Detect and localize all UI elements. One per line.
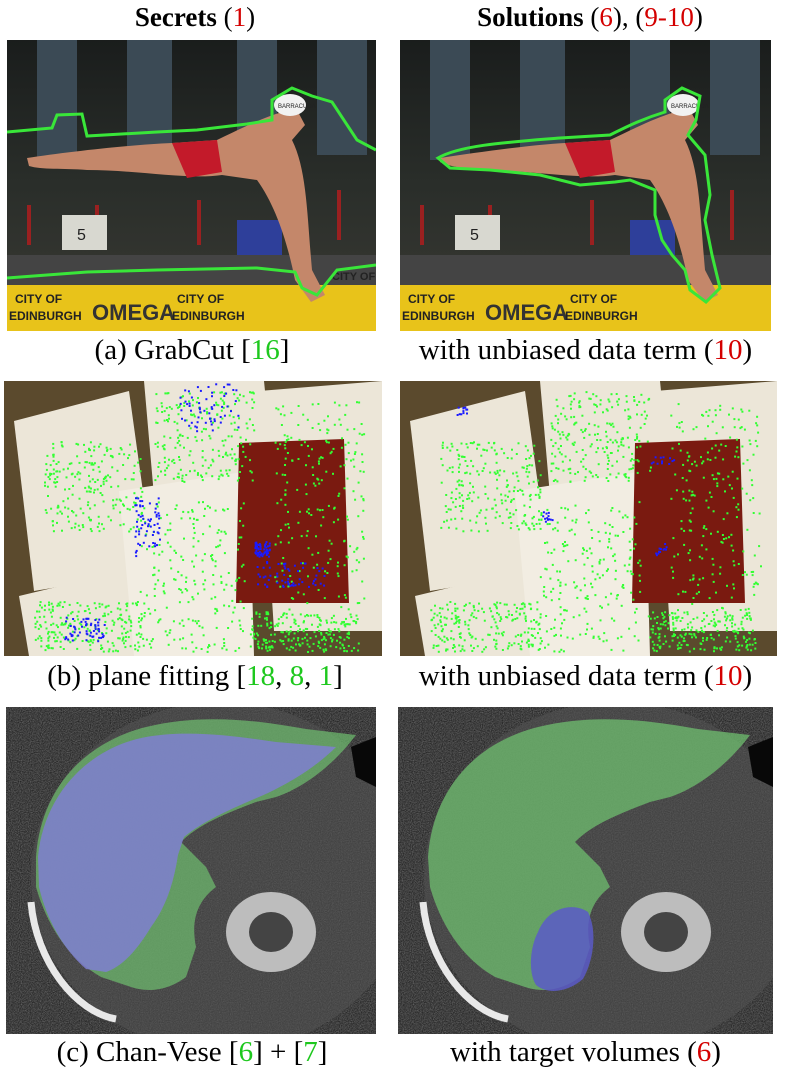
- citation-8[interactable]: 8: [289, 660, 305, 692]
- svg-text:CITY OF: CITY OF: [332, 271, 375, 283]
- citation-16[interactable]: 16: [250, 334, 280, 366]
- header-solutions: Solutions (6), (9-10): [477, 2, 703, 32]
- caption-c-left: (c) Chan-Vese [6] + [7]: [56, 1036, 328, 1068]
- swimmer-grabcut-image: 5 CITY OF EDINBURGH OMEGA CITY OF EDINBU…: [7, 40, 376, 331]
- blue-point-cloud: [456, 406, 676, 557]
- equation-ref-9[interactable]: 9: [644, 2, 658, 32]
- svg-text:EDINBURGH: EDINBURGH: [402, 309, 475, 323]
- green-point-cloud: [34, 391, 366, 653]
- caption-b-left: (b) plane fitting [18, 8, 1]: [47, 660, 343, 692]
- svg-text:BARRACUDA: BARRACUDA: [671, 104, 709, 110]
- caption-a-right: with unbiased data term (10): [418, 334, 753, 366]
- citation-7[interactable]: 7: [303, 1036, 318, 1068]
- equation-ref-6[interactable]: 6: [696, 1036, 712, 1068]
- blue-region: [38, 733, 336, 972]
- svg-text:CITY OF: CITY OF: [15, 292, 62, 306]
- header-secrets: Secrets (1): [134, 2, 256, 32]
- swimmer-figure: [27, 94, 325, 302]
- grabcut-contour: [7, 86, 376, 297]
- ct-chan-vese-image: [6, 707, 376, 1034]
- svg-text:CITY OF: CITY OF: [408, 292, 455, 306]
- blue-point-cloud: [64, 383, 326, 643]
- svg-text:CITY OF: CITY OF: [177, 292, 224, 306]
- unbiased-contour: [435, 86, 722, 304]
- swimmer-unbiased-image: 5 CITY OF EDINBURGH OMEGA CITY OF EDINBU…: [400, 40, 771, 331]
- lane-number: 5: [77, 227, 86, 244]
- red-book: [236, 439, 349, 603]
- equation-ref-1[interactable]: 1: [232, 2, 247, 32]
- green-point-cloud: [430, 391, 762, 653]
- caption-a-left: (a) GrabCut [16]: [94, 334, 290, 366]
- svg-text:EDINBURGH: EDINBURGH: [565, 309, 638, 323]
- citation-1[interactable]: 1: [318, 660, 334, 692]
- red-book: [632, 439, 745, 603]
- equation-ref-10[interactable]: 10: [713, 660, 743, 692]
- equation-ref-10[interactable]: 10: [666, 2, 694, 32]
- blue-region: [530, 907, 594, 991]
- green-region: [428, 719, 750, 990]
- svg-text:EDINBURGH: EDINBURGH: [9, 309, 82, 323]
- svg-text:BARRACUDA: BARRACUDA: [278, 104, 316, 110]
- swimmer-figure: [440, 94, 718, 302]
- citation-6[interactable]: 6: [238, 1036, 254, 1068]
- citation-18[interactable]: 18: [246, 660, 276, 692]
- caption-b-right: with unbiased data term (10): [418, 660, 753, 692]
- svg-text:5: 5: [470, 227, 479, 244]
- plane-fitting-unbiased-image: [400, 381, 777, 656]
- svg-text:EDINBURGH: EDINBURGH: [172, 309, 245, 323]
- caption-c-right: with target volumes (6): [450, 1036, 721, 1068]
- svg-text:OMEGA: OMEGA: [485, 300, 568, 325]
- ct-target-volumes-image: [398, 707, 773, 1034]
- plane-fitting-image: [4, 381, 382, 656]
- svg-text:CITY OF: CITY OF: [570, 292, 617, 306]
- equation-ref-10[interactable]: 10: [713, 334, 743, 366]
- svg-text:OMEGA: OMEGA: [92, 300, 175, 325]
- equation-ref-6[interactable]: 6: [599, 2, 613, 32]
